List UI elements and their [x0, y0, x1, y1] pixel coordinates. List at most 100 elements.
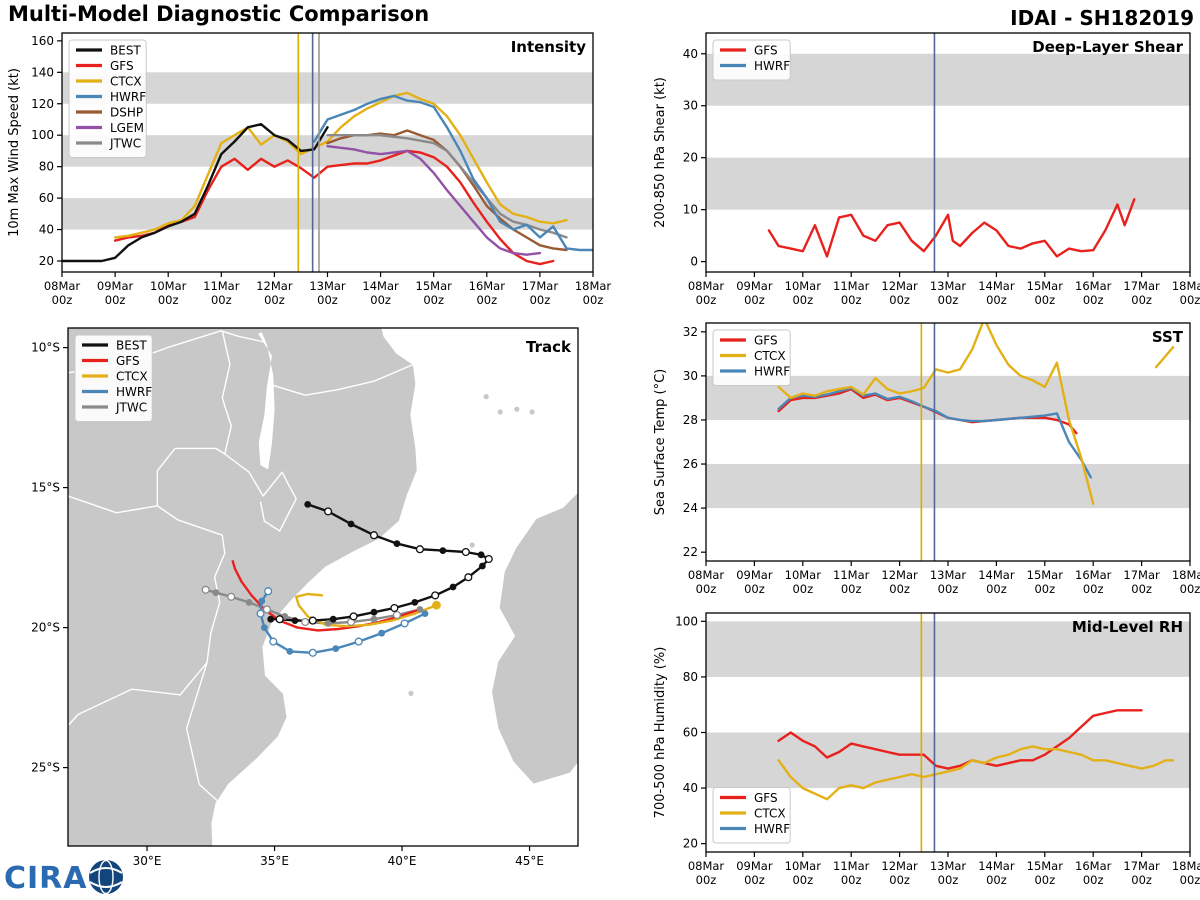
- svg-text:26: 26: [683, 457, 698, 471]
- sst-panel: 22 24 26 28 30 32 08Mar 00z 09Mar 00z 10Mar 00z 11Ma…: [648, 316, 1200, 606]
- svg-text:00z: 00z: [158, 293, 179, 307]
- track-panel: 30°E 35°E 40°E 45°E 10°S 15°S 20°S 25°S Track BES…: [2, 316, 602, 892]
- svg-text:700-500 hPa Humidity (%): 700-500 hPa Humidity (%): [653, 647, 668, 819]
- svg-text:Deep-Layer Shear: Deep-Layer Shear: [1032, 38, 1183, 56]
- svg-text:45°E: 45°E: [515, 854, 544, 868]
- svg-text:60: 60: [39, 191, 54, 205]
- svg-text:HWRF: HWRF: [116, 385, 152, 399]
- svg-text:09Mar: 09Mar: [97, 279, 134, 293]
- svg-text:00z: 00z: [696, 293, 717, 307]
- svg-text:140: 140: [31, 65, 54, 79]
- svg-text:08Mar: 08Mar: [688, 859, 725, 873]
- svg-text:GFS: GFS: [754, 791, 778, 805]
- svg-text:SST: SST: [1152, 328, 1184, 346]
- page-title: Multi-Model Diagnostic Comparison: [8, 2, 430, 26]
- svg-text:20: 20: [683, 151, 698, 165]
- svg-text:120: 120: [31, 97, 54, 111]
- svg-text:13Mar: 13Mar: [930, 279, 967, 293]
- svg-text:15Mar: 15Mar: [1027, 279, 1064, 293]
- svg-text:00z: 00z: [1083, 582, 1104, 596]
- svg-text:CTCX: CTCX: [754, 349, 786, 363]
- svg-text:14Mar: 14Mar: [978, 279, 1015, 293]
- svg-text:80: 80: [39, 160, 54, 174]
- svg-text:17Mar: 17Mar: [1123, 568, 1160, 582]
- cira-globe-wave-top: [89, 867, 123, 874]
- svg-text:16Mar: 16Mar: [469, 279, 506, 293]
- rh-panel: 20 40 60 80 100 08Mar 00z 09Mar 00z 10Mar 00z 11Mar…: [648, 606, 1200, 898]
- svg-text:Track: Track: [526, 338, 572, 356]
- svg-text:32: 32: [683, 325, 698, 339]
- svg-text:00z: 00z: [530, 293, 551, 307]
- svg-text:28: 28: [683, 413, 698, 427]
- svg-text:00z: 00z: [1131, 293, 1152, 307]
- cira-globe-meridian: [98, 859, 114, 895]
- svg-text:20: 20: [683, 837, 698, 851]
- svg-text:00z: 00z: [889, 293, 910, 307]
- svg-text:00z: 00z: [52, 293, 73, 307]
- svg-text:00z: 00z: [1034, 582, 1055, 596]
- svg-text:00z: 00z: [1180, 582, 1200, 596]
- svg-text:17Mar: 17Mar: [1123, 859, 1160, 873]
- svg-text:GFS: GFS: [754, 44, 778, 58]
- svg-text:14Mar: 14Mar: [362, 279, 399, 293]
- svg-text:00z: 00z: [264, 293, 285, 307]
- svg-text:10m Max Wind Speed (kt): 10m Max Wind Speed (kt): [7, 68, 22, 237]
- svg-text:Sea Surface Temp (°C): Sea Surface Temp (°C): [653, 369, 668, 516]
- intensity-chart: 2040608010012014016008Mar00z09Mar00z10Ma…: [7, 32, 611, 307]
- svg-text:16Mar: 16Mar: [1075, 279, 1112, 293]
- svg-text:15°S: 15°S: [31, 481, 60, 495]
- svg-text:00z: 00z: [744, 582, 765, 596]
- svg-text:00z: 00z: [1180, 873, 1200, 887]
- svg-text:00z: 00z: [938, 873, 959, 887]
- svg-text:20°S: 20°S: [31, 621, 60, 635]
- svg-text:11Mar: 11Mar: [833, 279, 870, 293]
- svg-text:00z: 00z: [792, 293, 813, 307]
- svg-text:12Mar: 12Mar: [881, 859, 918, 873]
- svg-text:40: 40: [683, 47, 698, 61]
- track-map: 30°E 35°E 40°E 45°E 10°S 15°S 20°S 25°S Track BES…: [31, 327, 579, 868]
- svg-text:15Mar: 15Mar: [416, 279, 453, 293]
- svg-text:00z: 00z: [986, 293, 1007, 307]
- svg-text:00z: 00z: [1180, 293, 1200, 307]
- svg-text:80: 80: [683, 670, 698, 684]
- svg-text:00z: 00z: [938, 582, 959, 596]
- svg-text:00z: 00z: [744, 293, 765, 307]
- sst-chart: 22242628303208Mar00z09Mar00z10Mar00z11Ma…: [653, 322, 1200, 596]
- svg-text:00z: 00z: [370, 293, 391, 307]
- svg-text:30°E: 30°E: [133, 854, 162, 868]
- svg-text:10Mar: 10Mar: [785, 568, 822, 582]
- svg-text:11Mar: 11Mar: [833, 859, 870, 873]
- svg-text:00z: 00z: [792, 582, 813, 596]
- svg-text:08Mar: 08Mar: [688, 279, 725, 293]
- svg-text:09Mar: 09Mar: [736, 859, 773, 873]
- svg-text:15Mar: 15Mar: [1027, 568, 1064, 582]
- svg-text:HWRF: HWRF: [110, 90, 146, 104]
- svg-text:HWRF: HWRF: [754, 365, 790, 379]
- svg-text:17Mar: 17Mar: [522, 279, 559, 293]
- svg-text:40: 40: [683, 781, 698, 795]
- svg-text:200-850 hPa Shear (kt): 200-850 hPa Shear (kt): [653, 77, 668, 228]
- svg-text:12Mar: 12Mar: [881, 279, 918, 293]
- svg-text:16Mar: 16Mar: [1075, 568, 1112, 582]
- shear-panel: 0 10 20 30 40 08Mar 00z 09Mar 00z 10Mar 00z 11Mar 00…: [648, 26, 1200, 318]
- svg-text:25°S: 25°S: [31, 761, 60, 775]
- svg-text:18Mar: 18Mar: [1172, 279, 1200, 293]
- svg-text:08Mar: 08Mar: [44, 279, 81, 293]
- svg-text:30: 30: [683, 369, 698, 383]
- svg-text:15Mar: 15Mar: [1027, 859, 1064, 873]
- svg-text:00z: 00z: [889, 873, 910, 887]
- svg-text:18Mar: 18Mar: [1172, 859, 1200, 873]
- svg-text:12Mar: 12Mar: [256, 279, 293, 293]
- svg-text:00z: 00z: [792, 873, 813, 887]
- svg-text:CTCX: CTCX: [110, 75, 142, 89]
- svg-text:10: 10: [683, 203, 698, 217]
- svg-text:09Mar: 09Mar: [736, 279, 773, 293]
- svg-text:HWRF: HWRF: [754, 59, 790, 73]
- svg-text:00z: 00z: [841, 293, 862, 307]
- storm-id: IDAI - SH182019: [1010, 6, 1194, 30]
- svg-text:22: 22: [683, 545, 698, 559]
- svg-text:17Mar: 17Mar: [1123, 279, 1160, 293]
- svg-text:00z: 00z: [938, 293, 959, 307]
- svg-text:00z: 00z: [1131, 582, 1152, 596]
